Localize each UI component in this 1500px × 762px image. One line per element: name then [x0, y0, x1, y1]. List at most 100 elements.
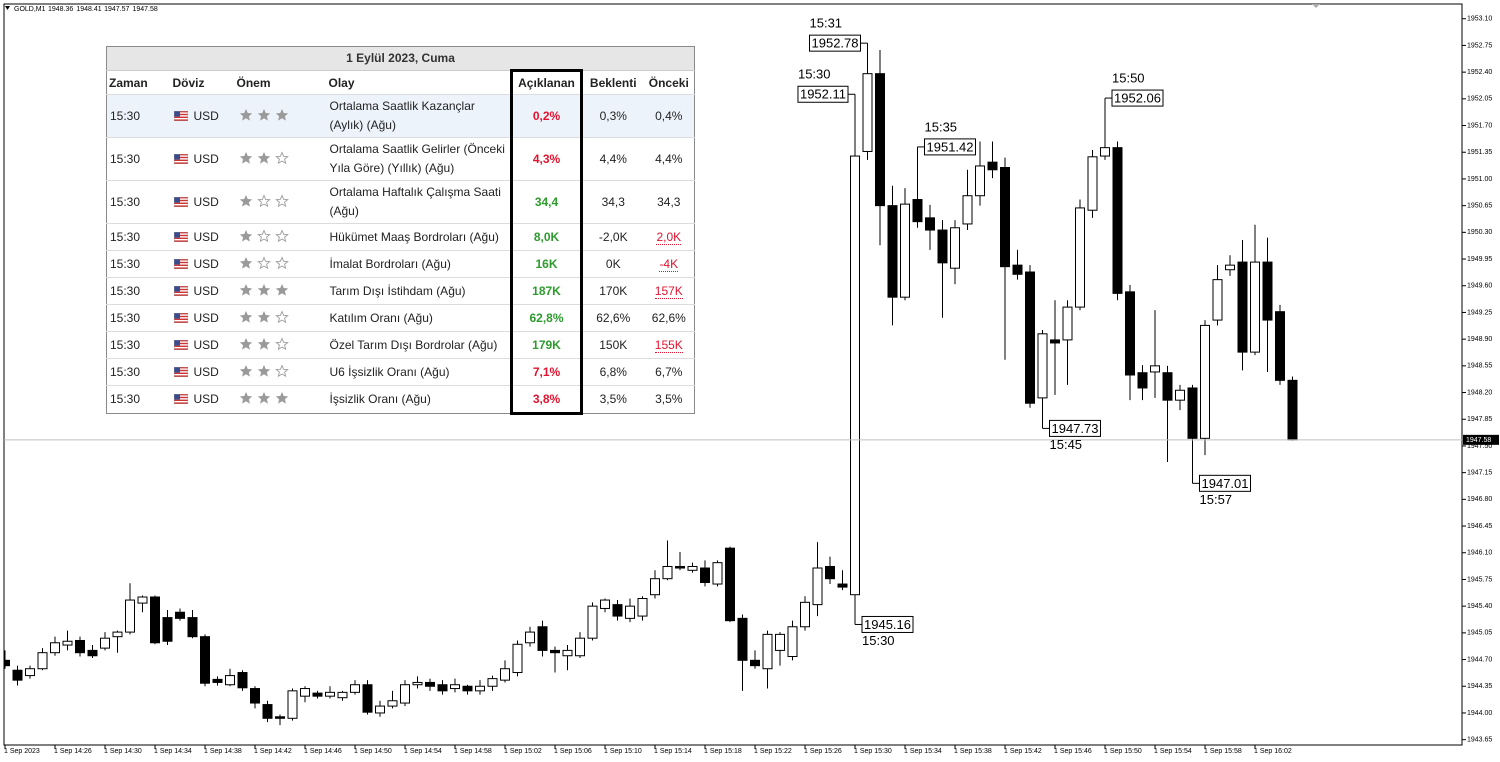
- us-flag: [173, 196, 188, 207]
- event-time: 15:30: [106, 223, 171, 251]
- forecast-value: 34,3: [581, 180, 644, 224]
- event-name: Özel Tarım Dışı Bordrolar (Ağu): [326, 331, 512, 359]
- forecast-value: 0K: [581, 250, 644, 278]
- currency-code: USD: [193, 229, 219, 244]
- currency-code: USD: [193, 283, 219, 298]
- calendar-row: 15:30 USD Özel Tarım Dışı Bordrolar (Ağu) 1…: [106, 331, 695, 359]
- candle-body: [1200, 324, 1210, 439]
- star: [239, 256, 252, 269]
- y-tick-label: 1945.40: [1467, 603, 1492, 610]
- forecast-value: 0,3%: [581, 94, 644, 138]
- candle-body: [362, 684, 373, 713]
- us-flag: [173, 339, 188, 350]
- candle-body: [1037, 333, 1048, 399]
- candle-body: [1087, 156, 1098, 211]
- x-tick-label: 1 Sep 15:18: [704, 748, 742, 755]
- event-name: Ortalama Saatlik Kazançlar (Aylık) (Ağu): [326, 94, 512, 138]
- currency: USD: [170, 223, 235, 251]
- calendar-row: 15:30 USD Ortalama Saatlik Gelirler (Öncek…: [106, 137, 695, 181]
- x-tick-label: 1 Sep 14:58: [454, 748, 492, 755]
- star: [257, 310, 270, 323]
- candle-body: [4, 659, 10, 667]
- candle-body: [787, 626, 798, 658]
- candle-body: [212, 678, 223, 683]
- y-tick-label: 1951.00: [1467, 176, 1492, 183]
- y-tick-label: 1947.15: [1467, 469, 1492, 476]
- candle-body: [62, 640, 73, 646]
- annotation-box: [861, 615, 914, 633]
- forecast-value: 170K: [581, 277, 644, 305]
- importance: [234, 385, 327, 414]
- importance-stars: [239, 150, 289, 164]
- candle-body: [1250, 261, 1260, 353]
- candle-body: [662, 565, 673, 580]
- ohlc-high: 1948.41: [76, 6, 101, 13]
- candle-body: [1150, 365, 1160, 373]
- annotation-price: 1952.78: [812, 36, 859, 51]
- annotation-price: 1952.06: [1114, 91, 1161, 106]
- y-tick-label: 1943.65: [1467, 737, 1492, 744]
- candle-body: [100, 637, 110, 649]
- calendar-row: 15:30 USD Ortalama Haftalık Çalışma Saati …: [106, 180, 695, 224]
- us-flag: [173, 231, 188, 242]
- column-header: Beklenti: [589, 75, 637, 90]
- x-tick-label: 1 Sep 15:26: [804, 748, 842, 755]
- currency: USD: [170, 385, 235, 414]
- candle-body: [975, 165, 985, 197]
- candle-body: [600, 599, 610, 609]
- y-tick-label: 1944.35: [1467, 683, 1492, 690]
- importance-stars: [239, 336, 289, 350]
- candle-body: [487, 678, 498, 687]
- candle-body: [412, 681, 423, 686]
- menu-arrow[interactable]: [5, 6, 10, 10]
- actual-value: 3,8%: [510, 385, 583, 415]
- star: [256, 228, 271, 242]
- y-tick-label: 1947.50: [1467, 443, 1492, 450]
- candle-body: [1275, 311, 1285, 381]
- y-tick-label: 1952.75: [1467, 42, 1492, 49]
- ohlc-low: 1947.57: [104, 6, 129, 13]
- x-tick-label: 1 Sep 15:02: [504, 748, 542, 755]
- importance-stars: [239, 193, 289, 207]
- star: [274, 363, 289, 377]
- x-tick-label: 1 Sep 15:38: [954, 748, 992, 755]
- event-name: İmalat Bordroları (Ağu): [326, 250, 512, 278]
- plot-area: [4, 43, 1298, 726]
- candle-body: [1162, 372, 1173, 401]
- event-time: 15:30: [106, 137, 171, 181]
- candle-body: [537, 626, 548, 651]
- annotation-price: 1951.42: [927, 139, 974, 154]
- star: [239, 391, 252, 404]
- star: [239, 310, 252, 323]
- candle-body: [1050, 339, 1060, 344]
- star: [239, 229, 252, 242]
- y-tick-label: 1952.40: [1467, 69, 1492, 76]
- calendar-row: 15:30 USD Katılım Oranı (Ağu) 62,8% 62,6% 62,…: [106, 304, 695, 332]
- importance: [234, 137, 327, 181]
- forecast-value: 62,6%: [581, 304, 644, 332]
- annotation-box: [1199, 474, 1251, 492]
- previous-cell: 3,5%: [643, 385, 695, 414]
- candle-body: [962, 195, 973, 225]
- previous-cell: 155K: [643, 331, 695, 359]
- actual-value: 34,4: [510, 180, 583, 224]
- star: [239, 151, 252, 164]
- star: [274, 193, 289, 207]
- y-tick-label: 1946.10: [1467, 550, 1492, 557]
- y-tick-label: 1944.00: [1467, 710, 1492, 717]
- candle-body: [462, 685, 473, 692]
- previous-value: -4K: [659, 256, 679, 272]
- actual-value: 62,8%: [510, 304, 583, 332]
- candle-body: [75, 639, 85, 654]
- actual-value: 0,2%: [510, 94, 583, 138]
- importance-stars: [239, 108, 288, 121]
- candle-body: [1125, 291, 1135, 376]
- candle-body: [350, 684, 360, 693]
- candle-body: [200, 636, 210, 684]
- us-flag: [173, 312, 188, 323]
- annotation-price: 1947.01: [1202, 476, 1249, 491]
- actual-value: 4,3%: [510, 137, 583, 181]
- y-tick-label: 1951.35: [1467, 149, 1492, 156]
- previous-cell: 6,7%: [643, 358, 695, 386]
- importance: [234, 358, 327, 386]
